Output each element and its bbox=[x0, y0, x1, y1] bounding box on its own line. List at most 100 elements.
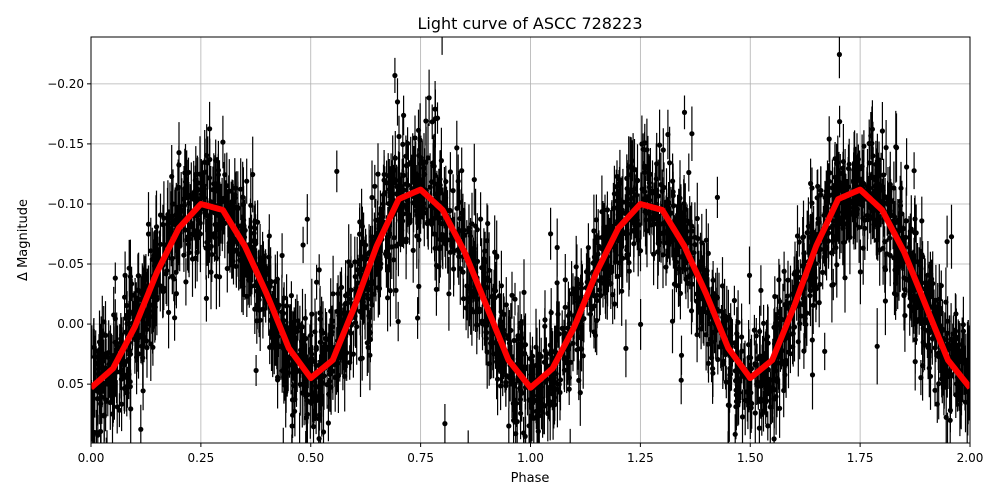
data-point bbox=[547, 342, 553, 348]
data-point bbox=[281, 382, 288, 388]
data-point bbox=[257, 317, 263, 323]
data-point bbox=[673, 259, 680, 265]
data-point bbox=[128, 406, 134, 412]
data-point bbox=[718, 344, 724, 350]
data-point bbox=[302, 315, 308, 321]
data-point bbox=[135, 273, 141, 279]
data-point bbox=[599, 234, 605, 241]
data-point bbox=[854, 173, 861, 179]
data-point bbox=[330, 291, 336, 297]
data-point bbox=[645, 197, 652, 203]
data-point bbox=[781, 268, 787, 274]
data-point bbox=[902, 287, 908, 293]
data-point bbox=[758, 396, 764, 402]
data-point bbox=[566, 386, 572, 392]
data-point bbox=[637, 248, 644, 254]
data-point bbox=[551, 375, 557, 381]
data-point bbox=[432, 116, 438, 122]
data-point bbox=[505, 336, 511, 342]
data-point bbox=[547, 350, 553, 357]
data-point bbox=[251, 230, 257, 236]
data-point bbox=[543, 379, 549, 385]
data-point bbox=[195, 212, 201, 218]
data-point bbox=[801, 262, 807, 268]
data-point bbox=[368, 281, 374, 287]
data-point bbox=[901, 225, 907, 232]
data-point bbox=[482, 248, 488, 254]
data-point bbox=[299, 338, 305, 345]
data-point bbox=[166, 309, 172, 315]
data-point bbox=[651, 221, 657, 227]
data-point bbox=[926, 365, 932, 371]
data-point bbox=[376, 285, 383, 292]
data-point bbox=[842, 179, 848, 185]
data-point bbox=[109, 411, 116, 417]
data-point bbox=[857, 269, 864, 275]
data-point bbox=[391, 235, 397, 241]
data-point bbox=[126, 367, 132, 374]
data-point bbox=[292, 396, 298, 402]
data-point bbox=[484, 284, 490, 291]
data-point bbox=[534, 362, 540, 368]
data-point bbox=[731, 297, 738, 304]
data-point bbox=[260, 262, 266, 268]
data-point bbox=[767, 404, 773, 410]
data-point bbox=[350, 351, 356, 357]
data-point bbox=[348, 262, 354, 269]
data-point bbox=[733, 392, 740, 398]
data-point bbox=[129, 281, 135, 287]
data-point bbox=[881, 172, 887, 178]
data-point bbox=[559, 325, 565, 331]
data-point bbox=[267, 344, 273, 350]
data-point bbox=[899, 211, 905, 217]
data-point bbox=[826, 136, 832, 142]
data-point bbox=[208, 199, 214, 205]
data-point bbox=[576, 377, 582, 383]
data-point bbox=[123, 384, 129, 390]
data-point bbox=[746, 382, 753, 388]
data-point bbox=[202, 169, 208, 175]
data-point bbox=[317, 389, 323, 395]
data-point bbox=[377, 211, 383, 217]
data-point bbox=[855, 201, 861, 207]
data-point bbox=[431, 215, 437, 221]
data-point bbox=[605, 269, 611, 275]
data-point bbox=[149, 302, 155, 308]
data-point bbox=[372, 183, 378, 189]
data-point bbox=[763, 399, 769, 405]
data-point bbox=[319, 373, 325, 380]
data-point bbox=[413, 182, 419, 189]
data-point bbox=[138, 426, 144, 432]
data-point bbox=[727, 380, 733, 386]
data-point bbox=[122, 294, 128, 300]
data-point bbox=[512, 296, 518, 302]
data-point bbox=[284, 358, 290, 365]
data-point bbox=[256, 286, 262, 292]
data-point bbox=[118, 336, 124, 342]
data-point bbox=[209, 251, 215, 258]
data-point bbox=[710, 370, 716, 376]
data-point bbox=[809, 185, 815, 191]
data-point bbox=[794, 233, 801, 239]
data-point bbox=[944, 374, 950, 380]
data-point bbox=[887, 189, 893, 195]
data-point bbox=[852, 160, 858, 166]
data-point bbox=[860, 180, 866, 186]
data-point bbox=[217, 213, 223, 219]
data-point bbox=[945, 318, 951, 324]
data-point bbox=[273, 338, 279, 344]
data-point bbox=[429, 119, 435, 125]
data-point bbox=[759, 375, 765, 381]
data-point bbox=[468, 289, 474, 295]
data-point bbox=[153, 229, 159, 235]
data-point bbox=[338, 284, 345, 290]
data-point bbox=[513, 431, 519, 437]
data-point bbox=[804, 230, 810, 236]
data-point bbox=[238, 252, 244, 259]
data-point bbox=[517, 396, 524, 403]
data-point bbox=[235, 206, 241, 212]
data-point bbox=[230, 242, 236, 248]
data-point bbox=[919, 320, 925, 327]
data-point bbox=[485, 220, 491, 227]
data-point bbox=[326, 391, 332, 397]
